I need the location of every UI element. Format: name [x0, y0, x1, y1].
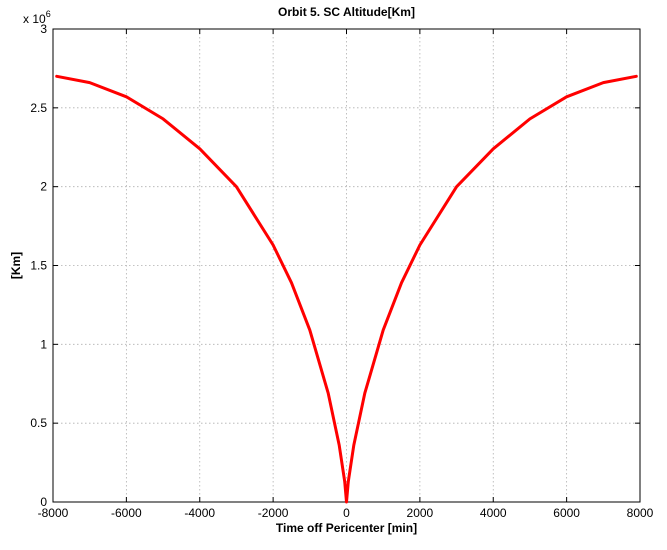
series-layer: [55, 74, 638, 504]
x-tick-label: 4000: [480, 506, 507, 520]
x-tick-label: 2000: [407, 506, 434, 520]
x-axis-title: Time off Pericenter [min]: [276, 521, 417, 535]
x-tick-label: 8000: [627, 506, 654, 520]
x-tick-label: -6000: [111, 506, 142, 520]
tick-labels: -8000 -6000 -4000 -2000 0 2000 4000 6000 8000 0 0.…: [30, 22, 653, 520]
y-axis-multiplier-base: x 10: [23, 12, 46, 26]
altitude-series-line: [55, 74, 638, 504]
y-tick-label: 0.5: [30, 416, 47, 430]
y-tick-label: 3: [40, 22, 47, 36]
chart-title: Orbit 5. SC Altitude[Km]: [278, 5, 415, 19]
y-axis-multiplier-exponent: 6: [46, 9, 51, 19]
y-tick-label: 2.5: [30, 101, 47, 115]
x-tick-label: -8000: [38, 506, 69, 520]
grid-lines: [53, 29, 640, 502]
x-tick-label: -4000: [184, 506, 215, 520]
y-tick-label: 2: [40, 180, 47, 194]
y-tick-label: 1: [40, 337, 47, 351]
x-tick-label: 6000: [553, 506, 580, 520]
y-tick-label: 1.5: [30, 259, 47, 273]
x-tick-label: 0: [343, 506, 350, 520]
y-axis-multiplier: x 106: [23, 9, 51, 26]
y-axis-title: [Km]: [9, 252, 23, 279]
y-tick-label: 0: [40, 495, 47, 509]
x-tick-label: -2000: [258, 506, 289, 520]
axis-ticks: [52, 28, 641, 503]
